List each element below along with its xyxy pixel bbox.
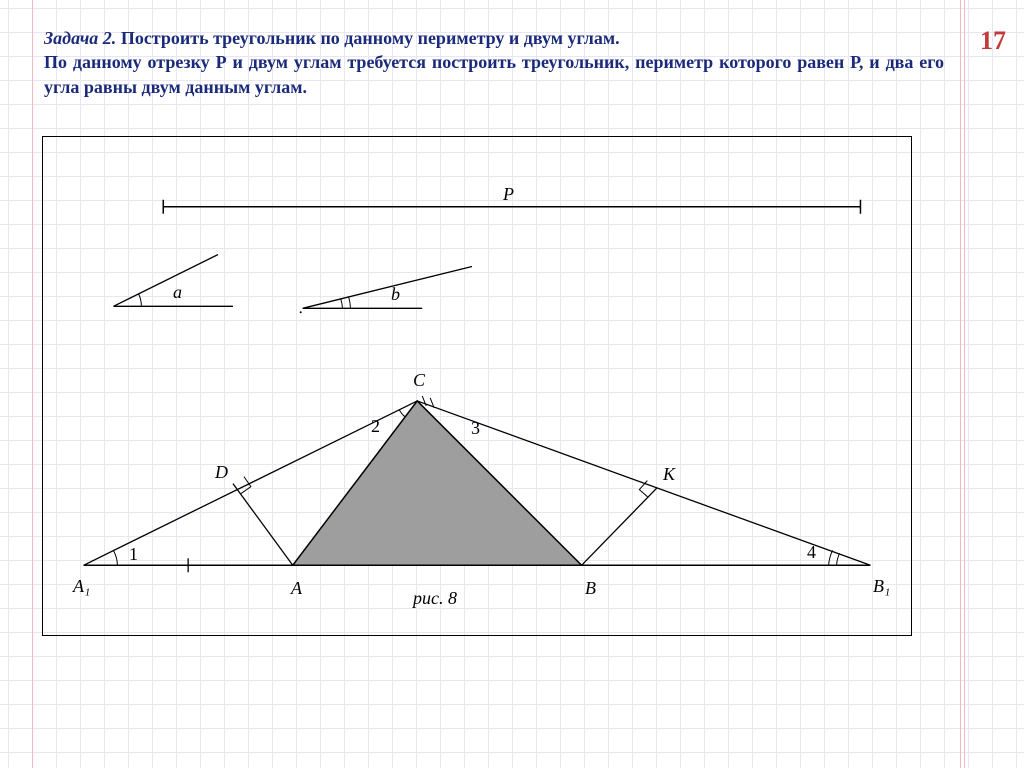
label-D: D	[215, 463, 228, 481]
angle-b	[300, 266, 472, 313]
problem-statement: По данному отрезку Р и двум углам требуе…	[44, 52, 944, 96]
page-number: 17	[980, 26, 1006, 56]
figure-frame: P a b A₁ B₁ A B C D K 1 2 3 4 рис. 8	[42, 136, 912, 636]
label-C: C	[413, 371, 425, 389]
triangle-ABC	[293, 401, 582, 565]
label-B: B	[585, 579, 596, 597]
margin-line-left	[32, 0, 33, 768]
problem-title: Задача 2.	[44, 28, 116, 48]
label-K: K	[663, 465, 675, 483]
label-angle-3: 3	[471, 419, 480, 437]
label-P: P	[503, 185, 514, 203]
label-B1: B₁	[873, 577, 890, 595]
geometry-diagram	[43, 137, 911, 635]
label-angle-4: 4	[807, 543, 816, 561]
figure-caption: рис. 8	[413, 589, 457, 607]
label-A1: A₁	[73, 577, 90, 595]
label-angle-2: 2	[371, 417, 380, 435]
margin-line-right-2	[964, 0, 965, 768]
label-angle-1: 1	[129, 545, 138, 563]
label-A: A	[291, 579, 302, 597]
label-angle-b: b	[391, 285, 400, 303]
problem-title-rest: Построить треугольник по данному перимет…	[116, 28, 619, 48]
problem-header: Задача 2. Построить треугольник по данно…	[44, 26, 944, 99]
label-angle-a: a	[173, 283, 182, 301]
margin-line-right	[960, 0, 961, 768]
